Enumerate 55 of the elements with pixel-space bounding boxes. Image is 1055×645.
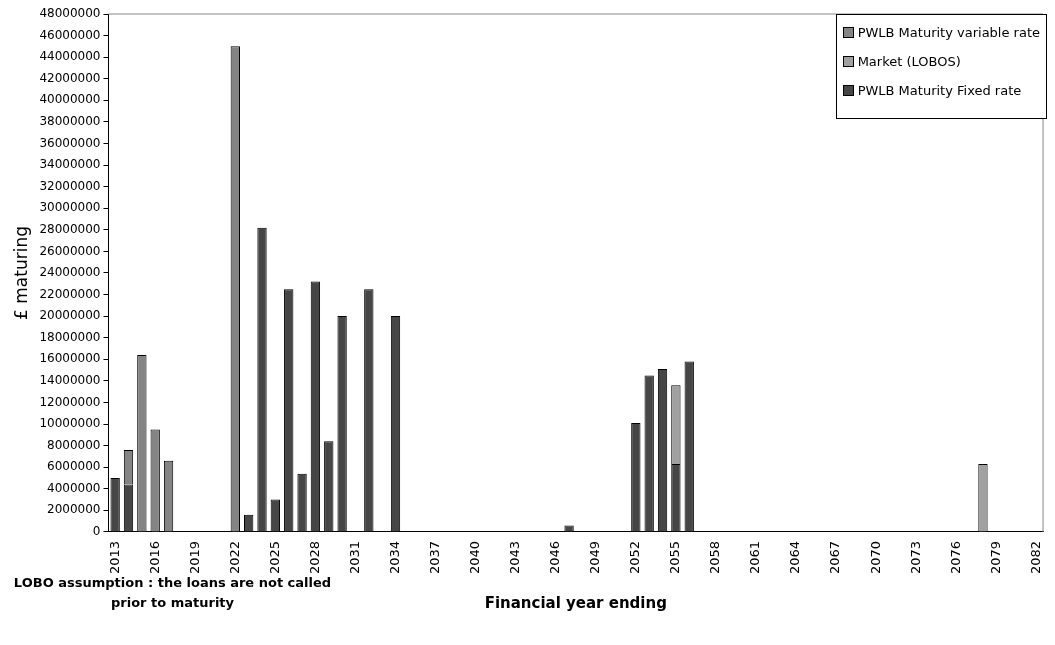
x-tick-label: 2061 [747, 540, 763, 575]
y-tick-label: 4000000 [47, 480, 101, 495]
x-tick-label: 2070 [867, 540, 883, 575]
y-tick-label: 18000000 [39, 329, 101, 344]
y-tick-label: 8000000 [47, 437, 101, 452]
legend-label: PWLB Maturity Fixed rate [857, 83, 1022, 98]
x-tick-label: 2076 [947, 540, 963, 575]
y-tick-label: 14000000 [39, 372, 101, 387]
x-tick-label: 2022 [226, 540, 242, 575]
y-tick-label: 32000000 [39, 178, 101, 193]
x-tick-label: 2013 [106, 540, 122, 575]
y-axis-title: £ maturing [10, 226, 31, 320]
x-tick-label: 2064 [787, 540, 803, 575]
y-tick-label: 34000000 [39, 157, 101, 172]
y-tick-label: 42000000 [39, 70, 101, 85]
y-tick-label: 16000000 [39, 351, 101, 366]
x-tick-label: 2082 [1027, 540, 1043, 575]
y-tick-label: 28000000 [39, 221, 101, 236]
y-tick-label: 20000000 [39, 308, 101, 323]
y-tick-label: 22000000 [39, 286, 101, 301]
y-tick-label: 40000000 [39, 92, 101, 107]
x-tick-label: 2079 [987, 540, 1003, 575]
x-tick-label: 2040 [467, 540, 482, 575]
x-tick-label: 2058 [707, 540, 723, 575]
legend-label: PWLB Maturity variable rate [857, 25, 1040, 40]
x-tick-label: 2067 [827, 540, 843, 575]
x-tick-label: 2073 [907, 540, 923, 575]
y-tick-label: 2000000 [47, 502, 101, 517]
x-tick-label: 2031 [346, 540, 362, 575]
y-tick-label: 48000000 [39, 6, 101, 21]
x-tick-label: 2025 [266, 540, 282, 575]
y-tick-label: 26000000 [39, 243, 101, 258]
y-tick-label: 46000000 [39, 27, 101, 42]
x-tick-label: 2034 [386, 540, 402, 575]
y-tick-label: 44000000 [39, 49, 101, 64]
x-tick-label: 2049 [587, 540, 603, 575]
y-tick-label: 12000000 [39, 394, 101, 409]
x-tick-label: 2046 [547, 540, 563, 575]
x-tick-label: 2052 [627, 540, 643, 575]
x-tick-label: 2043 [507, 540, 523, 575]
legend-label: Market (LOBOS) [857, 54, 961, 69]
x-tick-label: 2037 [426, 540, 442, 575]
y-tick-label: 30000000 [39, 200, 101, 215]
x-tick-label: 2028 [306, 540, 322, 575]
y-tick-label: 36000000 [39, 135, 101, 150]
y-tick-label: 38000000 [39, 114, 101, 129]
y-tick-label: 24000000 [39, 265, 101, 280]
y-tick-label: 6000000 [47, 459, 101, 474]
y-tick-label: 0 [92, 524, 101, 539]
x-tick-label: 2019 [186, 540, 202, 575]
x-axis-title: Financial year ending [484, 593, 667, 612]
y-tick-label: 10000000 [39, 416, 101, 431]
text: LOBO assumption : the loans are not called prior to maturity [12, 574, 333, 612]
x-tick-label: 2016 [146, 540, 162, 575]
x-tick-label: 2055 [667, 540, 683, 575]
